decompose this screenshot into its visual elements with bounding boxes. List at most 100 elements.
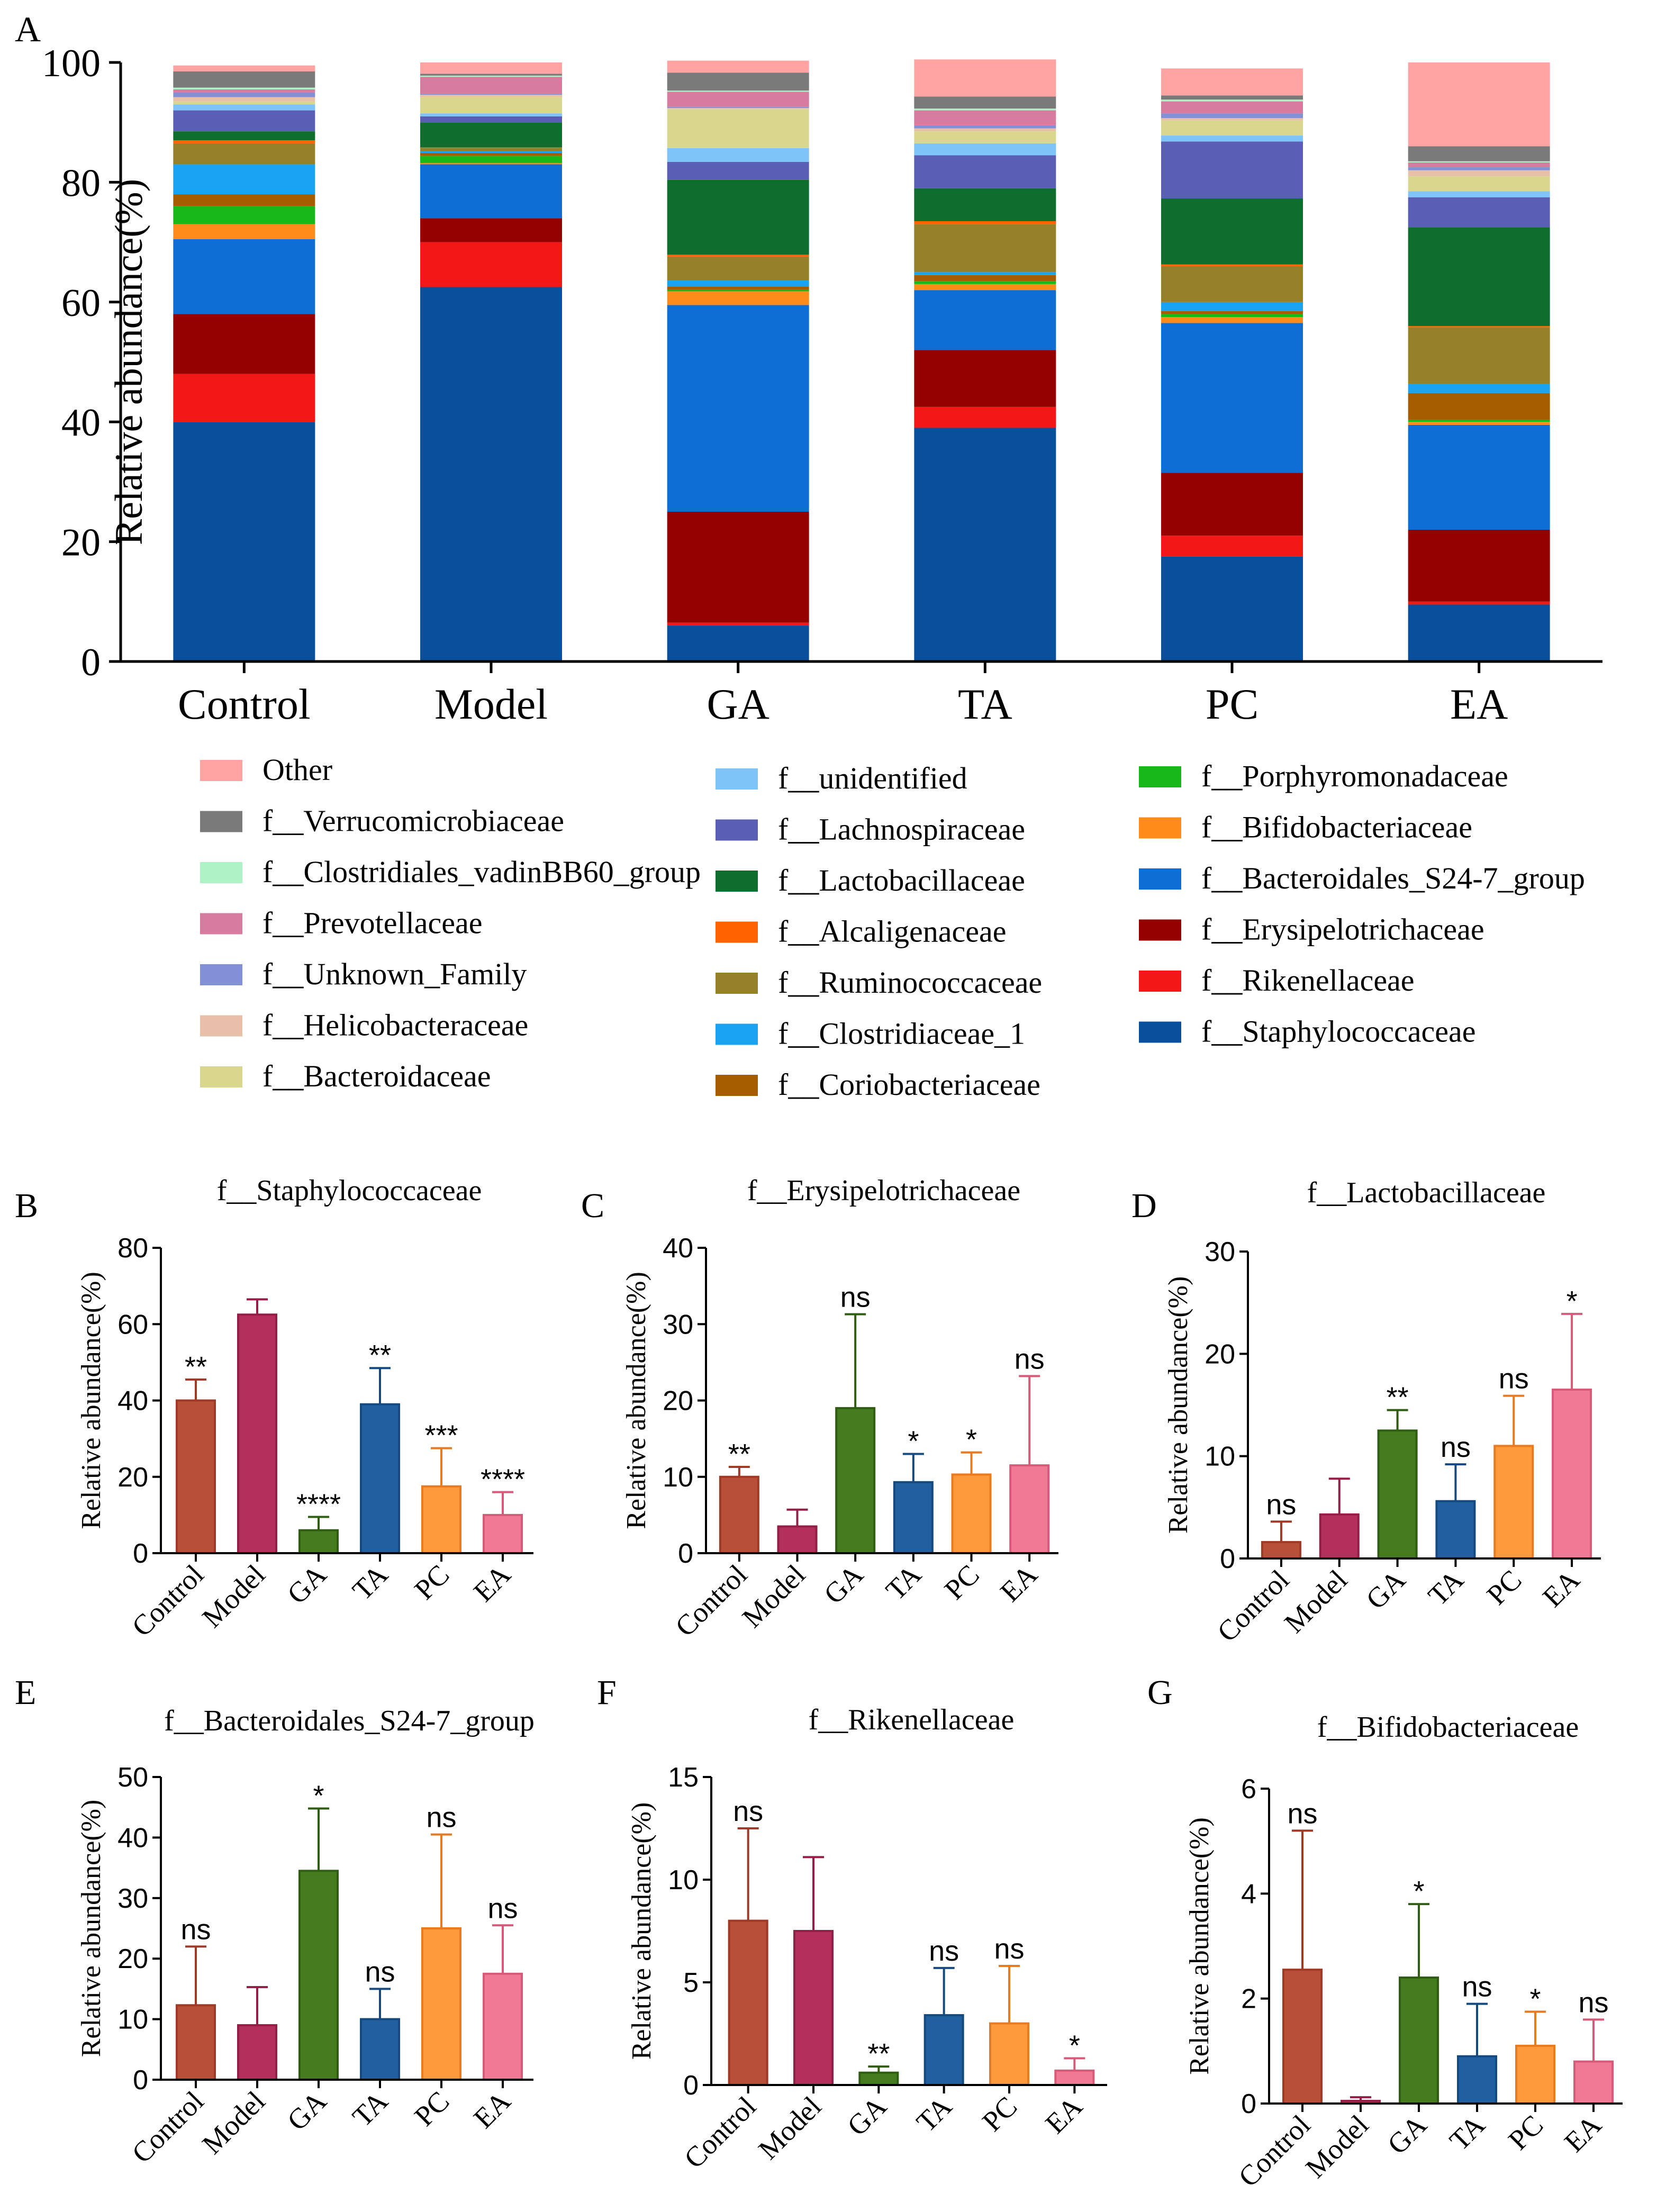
legend-label-f-prevotellaceae: f__Prevotellaceae [262,906,482,940]
panel-f-y-axis-label: Relative abundance(%) [627,1802,657,2060]
panel-c-y-tick-label-40: 40 [663,1233,693,1264]
panel-g-y-axis-label: Relative abundance(%) [1184,1817,1215,2075]
stack-segment-ga-6 [667,286,809,290]
legend-swatch-f-ruminococcaceae [716,973,758,994]
stack-segment-control-19 [173,65,315,71]
stack-segment-control-18 [173,71,315,88]
stack-segment-control-4 [173,224,315,239]
stack-segment-ea-17 [1408,161,1550,163]
panel-e-ga-significance: * [313,1780,324,1811]
panel-e-y-tick-label-20: 20 [117,1944,148,1974]
panel-d-ga-significance: ** [1387,1382,1409,1413]
legend-label-f-porphyromonadaceae: f__Porphyromonadaceae [1201,759,1508,793]
stack-segment-ea-12 [1408,191,1550,197]
legend-label-f-helicobacteraceae: f__Helicobacteraceae [262,1008,528,1042]
legend-swatch-f-coriobacteriaceae [716,1075,758,1096]
panel-b-pc-significance: *** [424,1420,458,1452]
panel-e-y-axis-label: Relative abundance(%) [76,1800,106,2057]
panel-e-pc-significance: ns [426,1802,456,1834]
stack-segment-ta-18 [914,96,1056,109]
legend-label-f-rikenellaceae: f__Rikenellaceae [1201,963,1415,998]
panel-d-control-bar [1261,1541,1301,1560]
stack-segment-ta-0 [914,428,1056,661]
panel-f-y-tick-label-10: 10 [668,1865,699,1896]
stack-segment-ta-4 [914,284,1056,291]
stack-segment-control-3 [173,239,315,314]
stack-segment-control-11 [173,110,315,132]
stack-segment-ta-16 [914,110,1056,125]
panel-g-pc-bar [1515,2044,1555,2105]
stack-segment-control-10 [173,131,315,141]
panel-f-ta-bar [923,2014,964,2087]
stack-segment-ga-4 [667,291,809,305]
panel-b-ea-bar [483,1513,523,1554]
panel-c-y-tick-label-20: 20 [663,1386,693,1417]
stack-segment-ga-0 [667,625,809,661]
panel-d-ea-bar [1552,1389,1592,1560]
panel-g-ga-significance: * [1413,1875,1424,1907]
panel-d-pc-significance: ns [1499,1363,1529,1395]
legend-label-f-clostridiaceae-1: f__Clostridiaceae_1 [778,1017,1025,1051]
panel-g-control-significance: ns [1287,1798,1317,1829]
panel-d-y-tick-label-0: 0 [1220,1544,1235,1574]
panel-b-ta-bar [360,1403,400,1554]
stack-segment-model-13 [420,96,562,114]
panel-f-control-bar [728,1919,768,2087]
stack-segment-ga-14 [667,108,809,110]
stack-segment-pc-9 [1161,264,1303,266]
panel-c-pc-bar [951,1473,992,1555]
panel-g-y-tick-label-2: 2 [1241,1984,1256,2015]
x-tick-label-ta: TA [958,680,1012,728]
stack-segment-ta-9 [914,221,1056,224]
stack-segment-model-1 [420,242,562,287]
legend-label-f-staphylococcaceae: f__Staphylococcaceae [1201,1014,1476,1049]
legend-label-f-erysipelotrichaceae: f__Erysipelotrichaceae [1201,912,1484,947]
stack-segment-ta-1 [914,406,1056,428]
panel-e-pc-bar [421,1927,461,2081]
legend-label-f-bifidobacteriaceae: f__Bifidobacteriaceae [1201,810,1472,845]
legend-label-f-coriobacteriaceae: f__Coriobacteriaceae [778,1067,1040,1102]
legend-label-other: Other [262,753,332,787]
panel-d-y-tick-label-20: 20 [1205,1339,1235,1370]
stack-segment-ta-11 [914,155,1056,188]
stack-segment-ea-6 [1408,393,1550,420]
panel-label-g: G [1147,1673,1173,1712]
chart-legend: Other f__Verrucomicrobiaceae f__Clostridia… [200,753,1585,1102]
panel-c-y-tick-label-30: 30 [663,1309,693,1340]
stack-segment-model-4 [420,163,562,165]
stack-segment-ea-9 [1408,326,1550,328]
panel-g-ea-bar [1573,2060,1614,2105]
stack-segment-control-17 [173,87,315,89]
stack-segment-ta-3 [914,290,1056,350]
stack-segment-pc-17 [1161,99,1303,102]
panel-e-y-tick-label-0: 0 [133,2065,148,2096]
legend-label-f-lachnospiraceae: f__Lachnospiraceae [778,812,1025,847]
stack-segment-model-0 [420,287,562,661]
stack-segment-ta-12 [914,143,1056,156]
panel-d-ta-bar [1435,1500,1476,1560]
legend-swatch-other [200,760,242,781]
stack-segment-ga-12 [667,148,809,162]
panel-d-pc-bar [1493,1445,1534,1560]
legend-swatch-f-lachnospiraceae [716,819,758,841]
stack-segment-model-12 [420,113,562,116]
panel-b-pc-bar [421,1485,461,1554]
legend-label-f-bacteroidaceae: f__Bacteroidaceae [262,1059,491,1093]
legend-swatch-f-helicobacteraceae [200,1015,242,1037]
panel-f-pc-bar [989,2022,1029,2087]
legend-swatch-f-rikenellaceae [1139,971,1181,992]
panel-f-title: f__Rikenellaceae [809,1703,1015,1736]
x-tick-label-control: Control [178,680,311,728]
panel-e-y-tick-label-40: 40 [117,1823,148,1853]
panel-b-ga-bar [298,1529,339,1555]
y-tick-label-20: 20 [61,521,101,565]
stack-segment-pc-5 [1161,314,1303,318]
legend-swatch-f-alcaligenaceae [716,921,758,943]
panel-d-y-axis-label: Relative abundance(%) [1163,1276,1193,1534]
y-tick-label-40: 40 [61,401,101,445]
panel-g-ga-bar [1399,1977,1439,2105]
stack-segment-ea-10 [1408,227,1550,327]
legend-label-f-verrucomicrobiaceae: f__Verrucomicrobiaceae [262,804,564,838]
panel-c-ga-bar [835,1407,876,1555]
panel-c-y-tick-label-10: 10 [663,1462,693,1493]
